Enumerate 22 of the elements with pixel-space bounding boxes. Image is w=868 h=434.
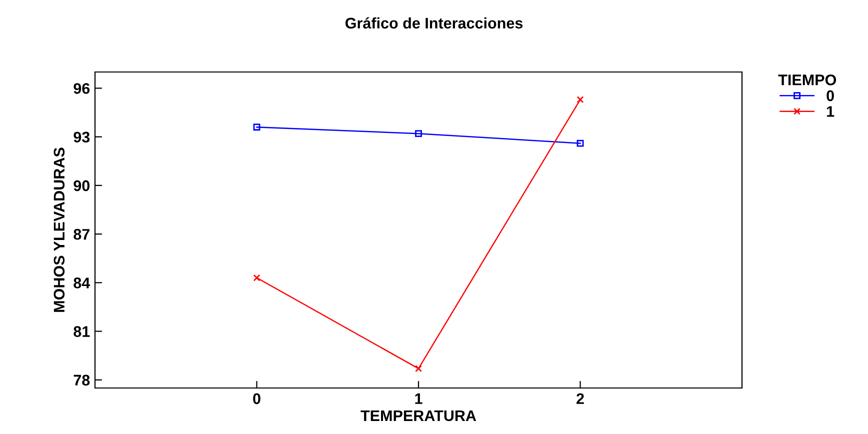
y-tick-label: 87 xyxy=(74,228,90,240)
y-tick-label: 81 xyxy=(74,326,90,337)
point xyxy=(253,124,260,131)
y-tick-label: 78 xyxy=(74,374,90,386)
point xyxy=(415,365,422,372)
x-tick-label: 2 xyxy=(576,393,584,404)
legend-label: 0 xyxy=(826,90,834,102)
y-axis-title: MOHOS YLEVADURAS xyxy=(54,148,65,312)
legend-title: TIEMPO xyxy=(778,74,836,86)
legend-label: 1 xyxy=(827,106,834,117)
point xyxy=(253,274,260,282)
point xyxy=(415,130,422,138)
x-tick-label: 1 xyxy=(415,393,422,404)
y-tick-label: 84 xyxy=(74,278,90,288)
y-tick-label: 93 xyxy=(74,132,90,143)
point xyxy=(576,96,584,104)
y-tick-label: 96 xyxy=(74,83,90,94)
x-tick-label: 0 xyxy=(253,393,260,404)
point xyxy=(576,140,584,147)
chart-title: Gráfico de Interacciones xyxy=(345,17,523,29)
x-axis-title: TEMPERATURA xyxy=(360,410,476,422)
y-tick-label: 90 xyxy=(74,180,90,192)
